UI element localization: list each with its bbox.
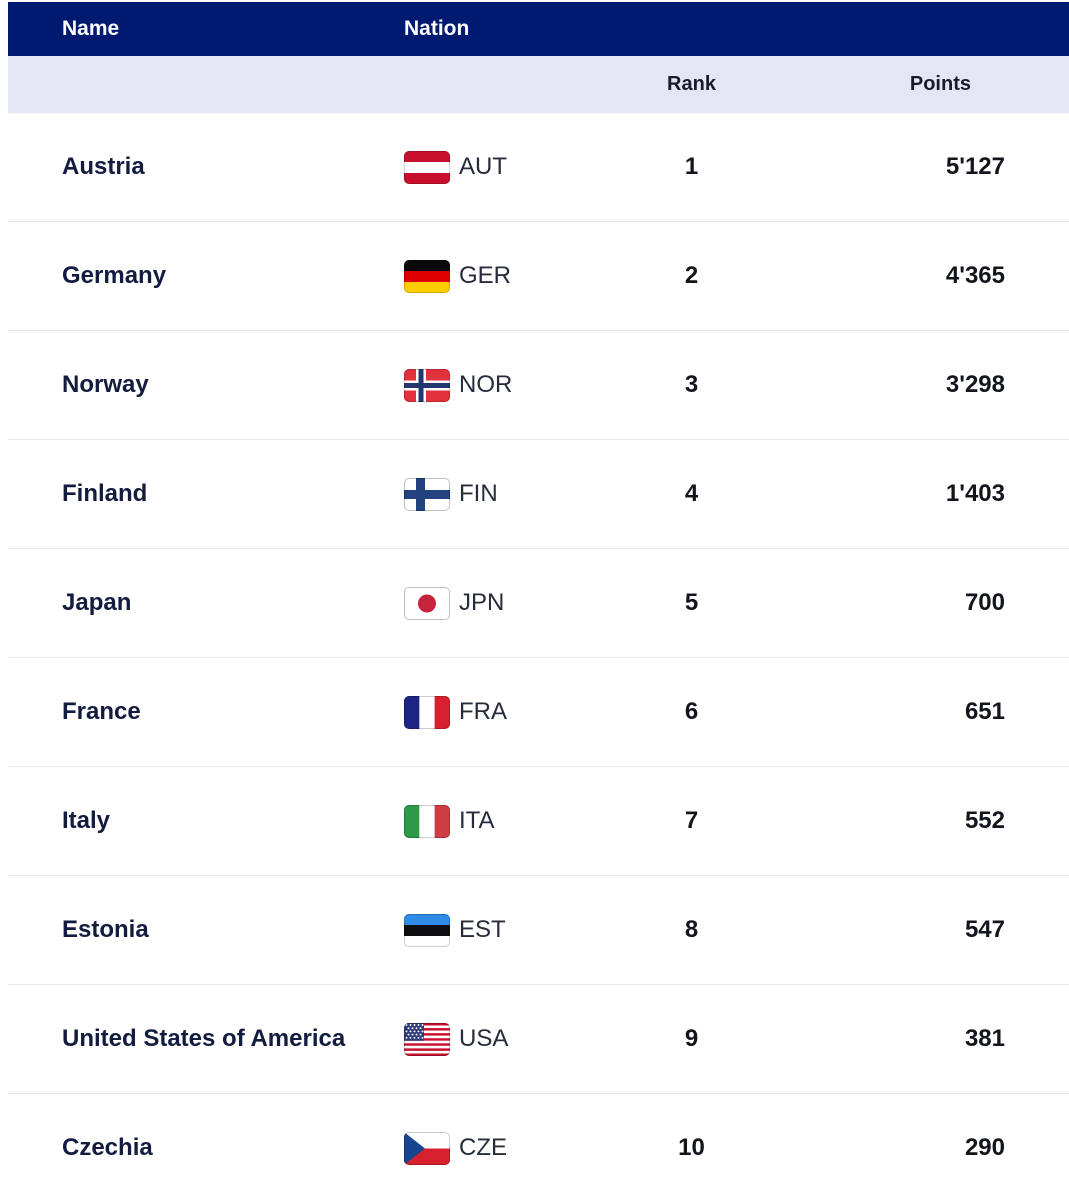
flag-fra-icon <box>404 695 450 729</box>
rank-value: 10 <box>678 1134 705 1161</box>
standings-table: Name Nation Rank Points Austria AUT 1 5'… <box>8 2 1069 1200</box>
nation-column-header: Nation <box>404 17 470 40</box>
name-column-header: Name <box>62 17 120 40</box>
rank-value: 9 <box>684 1025 699 1052</box>
flag-jpn-icon <box>404 586 450 620</box>
flag-ita-icon <box>404 804 450 838</box>
nation-code: EST <box>459 916 506 943</box>
nation-code: CZE <box>459 1134 507 1161</box>
table-row-ita[interactable]: Italy ITA 7 552 <box>8 767 1069 876</box>
points-column-header: Points <box>909 73 971 95</box>
table-row-ger[interactable]: Germany GER 2 4'365 <box>8 222 1069 331</box>
flag-aut-icon <box>404 150 450 184</box>
table-row-jpn[interactable]: Japan JPN 5 700 <box>8 549 1069 658</box>
nation-cell: JPN <box>404 586 629 620</box>
table-subheader-row: Rank Points <box>8 56 1069 113</box>
table-header-row: Name Nation <box>8 2 1069 56</box>
nation-code: JPN <box>459 589 505 616</box>
table-row-usa[interactable]: United States of America USA 9 381 <box>8 985 1069 1094</box>
nation-code: NOR <box>459 371 513 398</box>
table-row-fin[interactable]: Finland FIN 4 1'403 <box>8 440 1069 549</box>
nation-cell: FIN <box>404 477 629 511</box>
flag-ger-icon <box>404 259 450 293</box>
nation-name: France <box>62 698 141 725</box>
nation-cell: AUT <box>404 150 629 184</box>
points-value: 5'127 <box>945 153 1005 180</box>
rank-value: 3 <box>684 371 699 398</box>
points-value: 552 <box>964 807 1005 834</box>
table-row-est[interactable]: Estonia EST 8 547 <box>8 876 1069 985</box>
flag-cze-icon <box>404 1131 450 1165</box>
nation-cell: CZE <box>404 1131 629 1165</box>
points-value: 547 <box>964 916 1005 943</box>
nation-cell: FRA <box>404 695 629 729</box>
nation-code: FRA <box>459 698 507 725</box>
points-value: 3'298 <box>945 371 1005 398</box>
table-row-cze[interactable]: Czechia CZE 10 290 <box>8 1094 1069 1200</box>
rank-value: 2 <box>684 262 699 289</box>
table-row-aut[interactable]: Austria AUT 1 5'127 <box>8 113 1069 222</box>
nation-code: AUT <box>459 153 507 180</box>
nation-name: United States of America <box>62 1025 346 1052</box>
nation-code: ITA <box>459 807 495 834</box>
rank-column-header: Rank <box>667 73 716 95</box>
flag-fin-icon <box>404 477 450 511</box>
rank-value: 8 <box>684 916 699 943</box>
table-row-nor[interactable]: Norway NOR 3 3'298 <box>8 331 1069 440</box>
flag-est-icon <box>404 913 450 947</box>
nation-name: Czechia <box>62 1134 153 1161</box>
nation-cell: EST <box>404 913 629 947</box>
nation-cell: USA <box>404 1022 629 1056</box>
nation-name: Austria <box>62 153 145 180</box>
nation-code: GER <box>459 262 512 289</box>
nation-cell: NOR <box>404 368 629 402</box>
flag-usa-icon <box>404 1022 450 1056</box>
table-row-fra[interactable]: France FRA 6 651 <box>8 658 1069 767</box>
points-value: 1'403 <box>945 480 1005 507</box>
nation-name: Finland <box>62 480 148 507</box>
nation-name: Germany <box>62 262 167 289</box>
points-value: 381 <box>964 1025 1005 1052</box>
table-body: Austria AUT 1 5'127 Germany GER 2 4'365 … <box>8 113 1069 1200</box>
rank-value: 4 <box>684 480 699 507</box>
nation-cell: ITA <box>404 804 629 838</box>
rank-value: 5 <box>684 589 699 616</box>
points-value: 651 <box>964 698 1005 725</box>
rank-value: 6 <box>684 698 699 725</box>
points-value: 290 <box>964 1134 1005 1161</box>
nation-code: FIN <box>459 480 498 507</box>
flag-nor-icon <box>404 368 450 402</box>
points-value: 700 <box>964 589 1005 616</box>
rank-value: 7 <box>684 807 699 834</box>
nation-cell: GER <box>404 259 629 293</box>
rank-value: 1 <box>684 153 699 180</box>
points-value: 4'365 <box>945 262 1005 289</box>
nation-name: Norway <box>62 371 149 398</box>
nation-name: Italy <box>62 807 111 834</box>
nation-name: Japan <box>62 589 132 616</box>
nation-code: USA <box>459 1025 509 1052</box>
nation-name: Estonia <box>62 916 149 943</box>
